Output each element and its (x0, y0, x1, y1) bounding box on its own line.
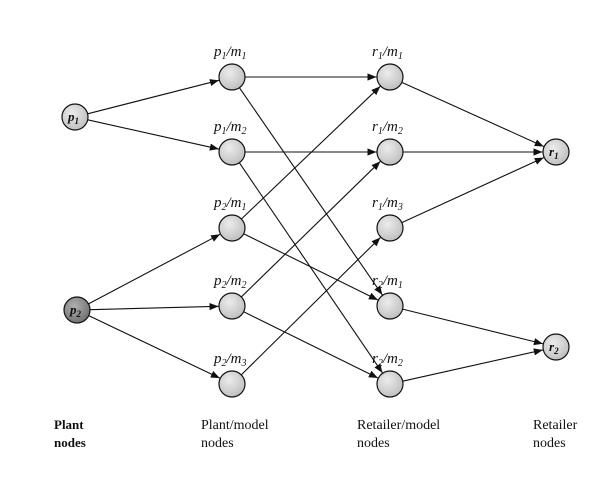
node-circle-r1m1 (376, 63, 404, 91)
edge-r2m1-to-r2 (402, 308, 544, 346)
edge-p2m3-to-r1m3 (240, 237, 381, 376)
retailer-model-nodes-label-line2: nodes (357, 436, 390, 451)
edge-p2-to-p2m3 (88, 315, 221, 379)
nodes: p1 p2 p1/m1 p1/m2 p2/m1 p2/m2 p2/m3 r1/m1 r1/m2 r… (61, 44, 570, 398)
node-circle-r2 (542, 333, 570, 361)
node-r1m2: r1/m2 (372, 119, 404, 166)
node-r2: r2 (542, 333, 570, 361)
node-r1m3: r1/m3 (372, 195, 404, 242)
node-circle-r2m2 (376, 370, 404, 398)
node-p1m2: p1/m2 (213, 119, 247, 166)
edge-p2m2-to-r2m2 (243, 311, 379, 379)
node-circle-p1 (61, 103, 89, 131)
node-r1m1: r1/m1 (372, 44, 404, 91)
node-label-p1: p1 (67, 109, 79, 126)
node-circle-r1m2 (376, 138, 404, 166)
edge-p2-to-p2m2 (89, 302, 219, 311)
plant-nodes-label-line2: nodes (54, 435, 86, 450)
edge-p1-to-p1m1 (87, 79, 220, 115)
edge-p1m1-to-r2m1 (238, 87, 383, 296)
node-label-p1m1: p1/m1 (213, 44, 247, 62)
node-p1m1: p1/m1 (213, 44, 247, 91)
node-label-r2m2: r2/m2 (372, 351, 403, 369)
plant-model-nodes-label-line1: Plant/model (201, 418, 269, 433)
node-circle-p2m2 (218, 292, 246, 320)
retailer-model-nodes-label-line1: Retailer/model (357, 418, 440, 433)
node-p2m2: p2/m2 (213, 273, 247, 320)
node-label-r1m1: r1/m1 (372, 44, 403, 62)
node-p2m1: p2/m1 (213, 195, 247, 242)
node-label-r2: r2 (549, 339, 559, 356)
node-label-r1: r1 (549, 144, 559, 161)
node-circle-p2m1 (218, 214, 246, 242)
retailer-nodes-label-line1: Retailer (533, 418, 578, 433)
edge-p2m2-to-r1m2 (240, 161, 381, 298)
edge-p1m2-to-r2m2 (238, 162, 383, 374)
plant-nodes-label-line1: Plant (54, 417, 84, 432)
node-label-p2: p2 (69, 302, 82, 319)
node-p2m3: p2/m3 (213, 351, 247, 398)
node-label-p2m1: p2/m1 (213, 195, 247, 213)
edge-r2m2-to-r2 (402, 348, 543, 382)
node-label-r1m2: r1/m2 (372, 119, 403, 137)
edge-p2m1-to-r1m1 (241, 85, 381, 220)
plant-model-nodes-label-line2: nodes (201, 436, 234, 451)
node-circle-p2 (63, 296, 91, 324)
node-label-p2m2: p2/m2 (213, 273, 247, 291)
node-circle-r1m3 (376, 214, 404, 242)
node-circle-r1 (542, 138, 570, 166)
node-circle-r2m1 (376, 292, 404, 320)
edge-p2m1-to-r2m1 (243, 233, 379, 301)
node-label-r2m1: r2/m1 (372, 273, 403, 291)
edges (87, 73, 544, 382)
edge-r1m3-to-r1 (401, 157, 544, 224)
edge-p1-to-p1m2 (87, 119, 219, 151)
node-circle-p1m2 (218, 138, 246, 166)
column-labels: Plant nodes Plant/model nodes Retailer/m… (54, 417, 578, 451)
node-label-p2m3: p2/m3 (213, 351, 247, 369)
node-circle-p1m1 (218, 63, 246, 91)
node-r1: r1 (542, 138, 570, 166)
node-p2: p2 (63, 296, 91, 324)
edge-p2-to-p2m1 (88, 233, 221, 305)
node-r2m2: r2/m2 (372, 351, 404, 398)
retailer-nodes-label-line2: nodes (533, 436, 566, 451)
edge-r1m1-to-r1 (401, 81, 544, 147)
node-p1: p1 (61, 103, 89, 131)
node-label-r1m3: r1/m3 (372, 195, 403, 213)
node-label-p1m2: p1/m2 (213, 119, 247, 137)
node-circle-p2m3 (218, 370, 246, 398)
node-r2m1: r2/m1 (372, 273, 404, 320)
